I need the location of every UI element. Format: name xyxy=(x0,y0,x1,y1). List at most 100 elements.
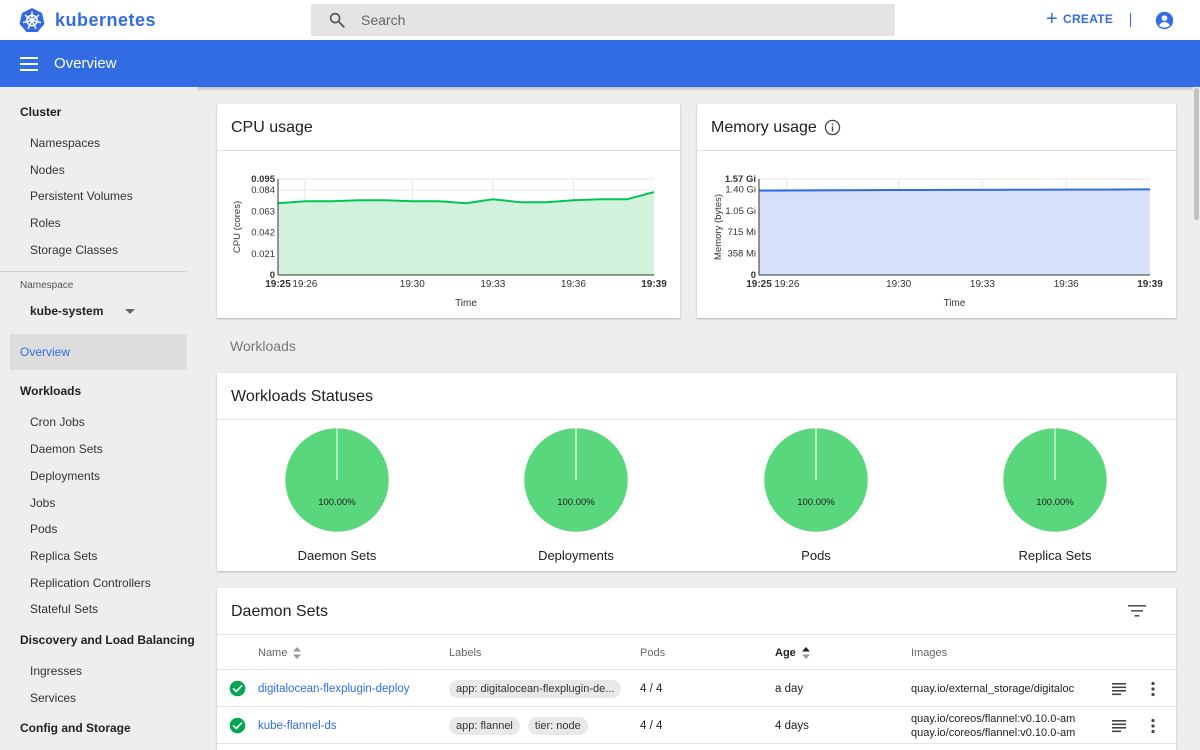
sidebar-item-deployments[interactable]: Deployments xyxy=(30,468,101,483)
sidebar-item-persistent-volumes[interactable]: Persistent Volumes xyxy=(30,189,133,204)
statuses-card-title: Workloads Statuses xyxy=(217,373,1176,420)
column-age[interactable]: Age xyxy=(775,647,810,659)
sidebar-section-discovery[interactable]: Discovery and Load Balancing xyxy=(20,632,195,647)
pods-cell: 4 / 4 xyxy=(640,719,663,732)
series-line xyxy=(277,191,655,205)
logo[interactable]: kubernetes xyxy=(19,7,156,33)
status-pie: 100.00% Daemon Sets xyxy=(257,427,417,563)
y-tick-label: 358 Mi xyxy=(727,249,756,260)
column-images-label: Images xyxy=(911,647,948,659)
main-content: CPU usage 0 0.021 0.042 0.063 0.084 0.095 19:2… xyxy=(197,87,1190,750)
area-fill xyxy=(278,192,654,275)
brand-name: kubernetes xyxy=(55,9,157,30)
sidebar-item-replication-controllers[interactable]: Replication Controllers xyxy=(30,575,151,590)
table-row[interactable]: digitalocean-flexplugin-deploy app: digi… xyxy=(217,670,1177,707)
x-axis-label: Time xyxy=(944,298,966,309)
scrollbar-track[interactable] xyxy=(1193,87,1200,750)
y-tick-label: 0.042 xyxy=(251,228,275,239)
pie-chart: 100.00% xyxy=(1002,427,1108,533)
memory-card-title: Memory usage xyxy=(697,104,1176,151)
logs-icon[interactable] xyxy=(1111,718,1127,734)
sidebar-item-namespaces[interactable]: Namespaces xyxy=(30,136,101,150)
sidebar-item-nodes[interactable]: Nodes xyxy=(30,162,65,177)
x-tick-label: 19:25 xyxy=(746,279,772,290)
y-tick-label: 1.05 Gi xyxy=(725,206,756,217)
scrollbar-thumb[interactable] xyxy=(1194,88,1199,220)
sidebar-item-overview[interactable]: Overview xyxy=(10,334,187,371)
y-tick-label: 0.021 xyxy=(251,249,275,260)
filter-icon[interactable] xyxy=(1128,604,1146,618)
daemon-sets-card: Daemon Sets Name Labels Pods Age xyxy=(217,588,1177,750)
x-tick-label: 19:33 xyxy=(480,279,505,290)
daemon-set-name-link[interactable]: kube-flannel-ds xyxy=(258,719,337,732)
kubernetes-logo-icon xyxy=(19,8,45,32)
account-icon[interactable] xyxy=(1155,11,1174,30)
sidebar-divider xyxy=(0,271,187,273)
info-icon[interactable] xyxy=(824,119,841,136)
namespace-select[interactable]: kube-system xyxy=(0,301,197,321)
more-vert-icon[interactable] xyxy=(1145,718,1161,734)
label-chip: tier: node xyxy=(527,716,588,735)
images-cell: quay.io/external_storage/digitaloc xyxy=(911,670,1089,707)
pie-label: Daemon Sets xyxy=(297,548,377,563)
pie-percent-label: 100.00% xyxy=(557,497,595,508)
search-bar[interactable] xyxy=(311,4,895,36)
logs-cell xyxy=(1111,707,1127,744)
pie-label: Replica Sets xyxy=(1018,548,1092,563)
sidebar-item-daemon-sets[interactable]: Daemon Sets xyxy=(30,442,103,457)
age-cell: a day xyxy=(775,682,804,695)
sidebar-section-config[interactable]: Config and Storage xyxy=(20,721,131,736)
x-tick-label: 19:33 xyxy=(970,279,995,290)
logs-icon[interactable] xyxy=(1111,681,1127,697)
sidebar-item-replica-sets[interactable]: Replica Sets xyxy=(30,548,98,563)
search-input[interactable] xyxy=(361,12,841,28)
x-tick-label: 19:30 xyxy=(400,279,425,290)
topbar-divider xyxy=(1130,13,1131,27)
status-pie: 100.00% Deployments xyxy=(496,427,656,563)
sidebar-item-cron-jobs[interactable]: Cron Jobs xyxy=(30,415,85,430)
series-line xyxy=(758,188,1151,192)
caret-down-icon xyxy=(125,308,136,314)
images-cell: quay.io/coreos/flannel:v0.10.0-am quay.i… xyxy=(911,707,1089,744)
pie-percent-label: 100.00% xyxy=(318,497,356,508)
namespace-value: kube-system xyxy=(30,304,104,319)
column-pods-label: Pods xyxy=(640,647,666,659)
sidebar-item-jobs[interactable]: Jobs xyxy=(30,495,56,510)
pie-percent-label: 100.00% xyxy=(1036,497,1074,508)
sidebar-section-cluster[interactable]: Cluster xyxy=(20,105,62,119)
cpu-card-title: CPU usage xyxy=(217,104,680,151)
memory-usage-card: Memory usage 0 358 Mi 715 Mi 1.05 Gi 1.40 Gi… xyxy=(697,104,1176,318)
column-name[interactable]: Name xyxy=(258,647,302,659)
sidebar-item-services[interactable]: Services xyxy=(30,690,77,705)
sidebar-item-roles[interactable]: Roles xyxy=(30,216,61,231)
top-bar: kubernetes + CREATE xyxy=(0,0,1200,40)
daemon-set-name-link[interactable]: digitalocean-flexplugin-deploy xyxy=(258,682,410,695)
labels-cell: app: flannel tier: node xyxy=(449,707,634,744)
labels-cell: app: digitalocean-flexplugin-de... xyxy=(449,670,634,707)
sort-ascending-icon xyxy=(801,647,810,659)
pods-cell: 4 / 4 xyxy=(640,682,663,695)
table-row[interactable]: kube-flannel-ds app: flannel tier: node … xyxy=(217,707,1177,744)
sidebar-item-stateful-sets[interactable]: Stateful Sets xyxy=(30,602,99,617)
menu-icon[interactable] xyxy=(20,56,38,71)
x-tick-label: 19:39 xyxy=(641,279,667,290)
create-button[interactable]: + CREATE xyxy=(1046,9,1113,29)
status-pie: 100.00% Pods xyxy=(736,427,896,563)
y-tick-label: 1.40 Gi xyxy=(725,184,756,195)
sidebar-item-storage-classes[interactable]: Storage Classes xyxy=(30,242,119,257)
cpu-usage-card: CPU usage 0 0.021 0.042 0.063 0.084 0.095 19:2… xyxy=(217,104,680,318)
y-tick-label: 715 Mi xyxy=(727,227,756,238)
logs-cell xyxy=(1111,670,1127,707)
image-name: quay.io/coreos/flannel:v0.10.0-am xyxy=(911,712,1076,725)
y-tick-label: 0 xyxy=(270,270,275,281)
column-name-label: Name xyxy=(258,647,288,659)
image-name: quay.io/coreos/flannel:v0.10.0-am xyxy=(911,726,1076,739)
sidebar-item-pods[interactable]: Pods xyxy=(30,522,58,537)
more-vert-icon[interactable] xyxy=(1145,681,1161,697)
column-pods: Pods xyxy=(640,647,665,659)
column-age-label: Age xyxy=(775,647,796,659)
sidebar-section-workloads[interactable]: Workloads xyxy=(20,384,82,399)
sidebar-item-ingresses[interactable]: Ingresses xyxy=(30,663,83,678)
